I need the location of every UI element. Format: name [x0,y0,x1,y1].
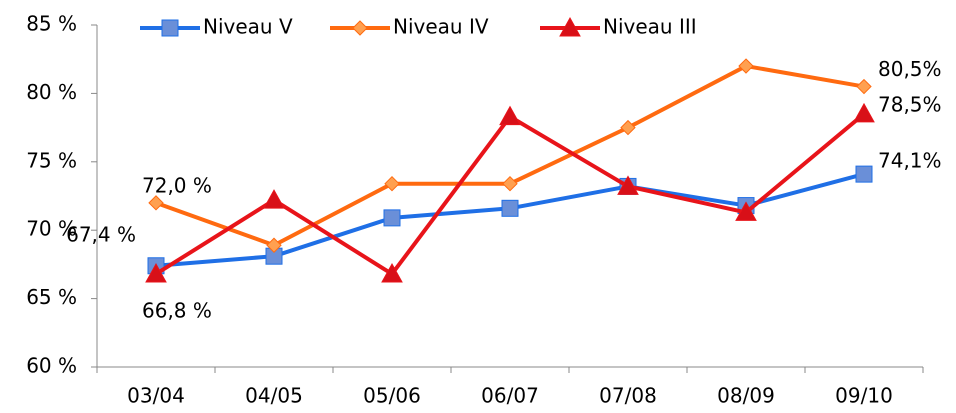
marker [352,20,368,36]
marker [266,237,282,253]
y-tick-label: 70 % [26,217,77,241]
y-tick-label: 65 % [26,285,77,309]
x-tick-label: 03/04 [127,384,185,408]
marker [501,199,519,217]
legend-label: Niveau IV [393,15,489,39]
legend-label: Niveau V [203,15,293,39]
marker [738,58,754,74]
legend-item: Niveau V [140,15,293,39]
y-tick-label: 60 % [26,354,77,378]
series: 72,0 % 80,5% [142,57,942,253]
marker [161,19,179,37]
legend-item: Niveau III [540,15,697,39]
marker [855,165,873,183]
data-label: 78,5% [878,92,942,116]
marker [853,102,875,123]
legend-item: Niveau IV [330,15,489,39]
marker [381,262,403,283]
data-label: 72,0 % [142,173,212,197]
marker [856,78,872,95]
series-line [155,64,865,248]
x-tick-label: 09/10 [835,384,893,408]
marker [499,105,521,126]
x-tick-label: 06/07 [481,384,539,408]
marker [145,262,167,283]
data-label: 67,4 % [66,222,136,246]
x-tick-label: 07/08 [599,384,657,408]
marker [617,175,639,195]
data-label: 74,1% [878,149,942,173]
legend-label: Niveau III [603,15,697,39]
data-label: 66,8 % [142,298,212,322]
x-tick-label: 04/05 [245,384,303,408]
marker [559,16,581,37]
marker [384,175,400,192]
data-label: 80,5% [878,57,942,81]
x-tick-label: 05/06 [363,384,421,408]
y-tick-label: 85 % [26,12,77,36]
y-tick-label: 80 % [26,80,77,104]
marker [383,209,401,227]
marker [620,119,636,136]
marker [502,175,518,192]
marker [735,201,757,221]
marker [148,195,164,211]
series-line [154,112,866,276]
series: 67,4 % 74,1% [66,149,942,275]
marker [263,189,285,209]
series: 66,8 % 78,5% [142,92,942,322]
y-tick-label: 75 % [26,148,77,172]
x-tick-label: 08/09 [717,384,775,408]
